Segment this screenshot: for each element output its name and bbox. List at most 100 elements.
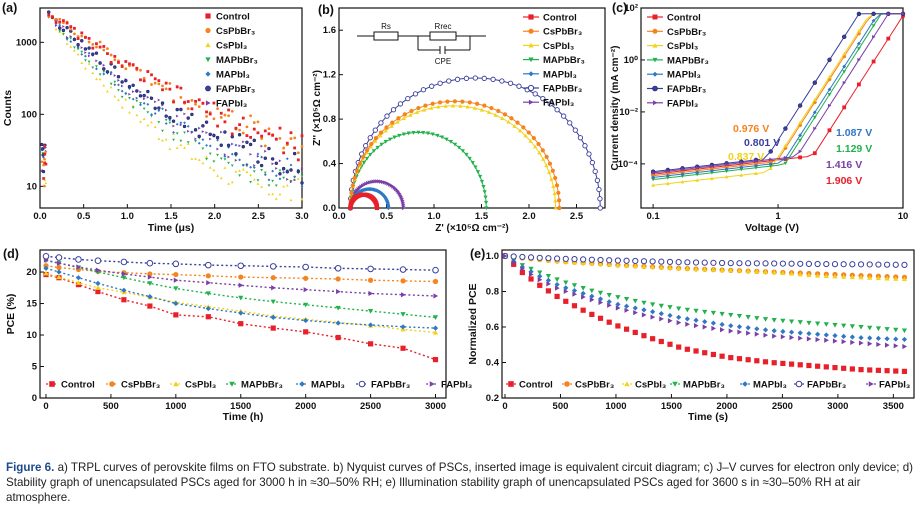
data-point	[80, 39, 84, 43]
data-point	[62, 33, 65, 36]
data-point	[695, 165, 700, 170]
data-point	[571, 288, 578, 294]
data-point	[208, 166, 212, 169]
data-point	[128, 97, 131, 100]
legend-marker	[528, 71, 534, 77]
series-Control	[43, 271, 439, 363]
data-point	[446, 78, 452, 84]
x-axis-label: Time (h)	[223, 411, 264, 423]
data-point	[615, 295, 621, 300]
data-point	[139, 120, 142, 123]
data-point	[95, 45, 98, 49]
data-point	[537, 282, 543, 288]
data-point	[489, 105, 494, 111]
data-point	[528, 276, 534, 282]
data-point	[274, 197, 278, 200]
data-point	[194, 157, 197, 160]
data-point	[142, 79, 146, 83]
x-tick-label: 0.0	[332, 211, 345, 222]
data-point	[164, 122, 168, 125]
data-point	[546, 281, 552, 287]
data-point	[401, 205, 406, 211]
data-point	[666, 169, 670, 174]
data-point	[249, 114, 253, 118]
data-point	[241, 168, 245, 171]
data-point	[814, 260, 821, 268]
data-point	[238, 144, 242, 148]
data-point	[142, 101, 146, 105]
data-point	[238, 158, 242, 162]
data-point	[883, 261, 891, 268]
data-point	[506, 119, 511, 124]
data-point	[267, 192, 271, 196]
y-tick-label: 100	[21, 109, 37, 120]
curve-line	[653, 13, 903, 186]
data-point	[87, 51, 91, 55]
data-point	[116, 75, 121, 79]
data-point	[395, 119, 400, 124]
data-point	[849, 274, 855, 280]
data-point	[762, 327, 769, 333]
data-point	[815, 363, 821, 369]
y-tick-label: 0.6	[486, 322, 499, 333]
data-point	[183, 100, 186, 104]
data-point	[737, 329, 743, 335]
data-point	[536, 141, 541, 147]
data-point	[227, 155, 230, 159]
x-tick-label: 2.0	[522, 211, 535, 222]
data-point	[886, 12, 891, 16]
data-point	[875, 261, 882, 268]
data-point	[98, 45, 102, 49]
data-point	[84, 36, 87, 39]
data-point	[842, 105, 847, 110]
data-point	[41, 152, 45, 155]
data-point	[267, 178, 271, 182]
data-point	[623, 297, 630, 302]
data-point	[858, 335, 864, 341]
data-point	[175, 85, 179, 89]
data-point	[373, 138, 378, 143]
legend-label: FAPbI₃	[543, 98, 574, 109]
data-point	[893, 368, 899, 374]
data-point	[518, 128, 523, 133]
data-point	[367, 309, 374, 314]
legend-marker	[528, 14, 534, 20]
legend-marker	[624, 381, 630, 387]
data-point	[581, 294, 586, 300]
data-point	[561, 113, 567, 119]
data-point	[124, 78, 128, 83]
data-point	[725, 162, 729, 167]
data-point	[540, 156, 546, 161]
data-point	[444, 137, 449, 142]
data-point	[415, 110, 420, 114]
data-point	[131, 106, 135, 109]
data-point	[557, 198, 562, 203]
data-point	[293, 146, 297, 150]
data-point	[842, 64, 847, 69]
data-point	[271, 285, 276, 291]
data-point	[241, 131, 245, 135]
data-point	[263, 129, 267, 133]
data-point	[771, 360, 777, 366]
data-point	[842, 34, 847, 40]
data-point	[80, 52, 84, 56]
data-point	[798, 155, 803, 160]
data-point	[633, 310, 638, 316]
data-point	[76, 52, 80, 56]
data-point	[875, 326, 882, 332]
data-point	[219, 116, 223, 119]
data-point	[102, 63, 106, 67]
data-point	[536, 254, 543, 261]
data-point	[392, 135, 397, 140]
data-point	[519, 269, 525, 276]
data-point	[223, 155, 227, 158]
data-point	[201, 124, 205, 128]
data-point	[183, 146, 186, 149]
data-point	[841, 323, 847, 329]
data-point	[153, 77, 157, 81]
resistor-rrec	[429, 31, 457, 41]
data-point	[73, 26, 76, 30]
data-point	[728, 267, 734, 273]
data-point	[597, 196, 603, 202]
data-point	[95, 42, 98, 46]
